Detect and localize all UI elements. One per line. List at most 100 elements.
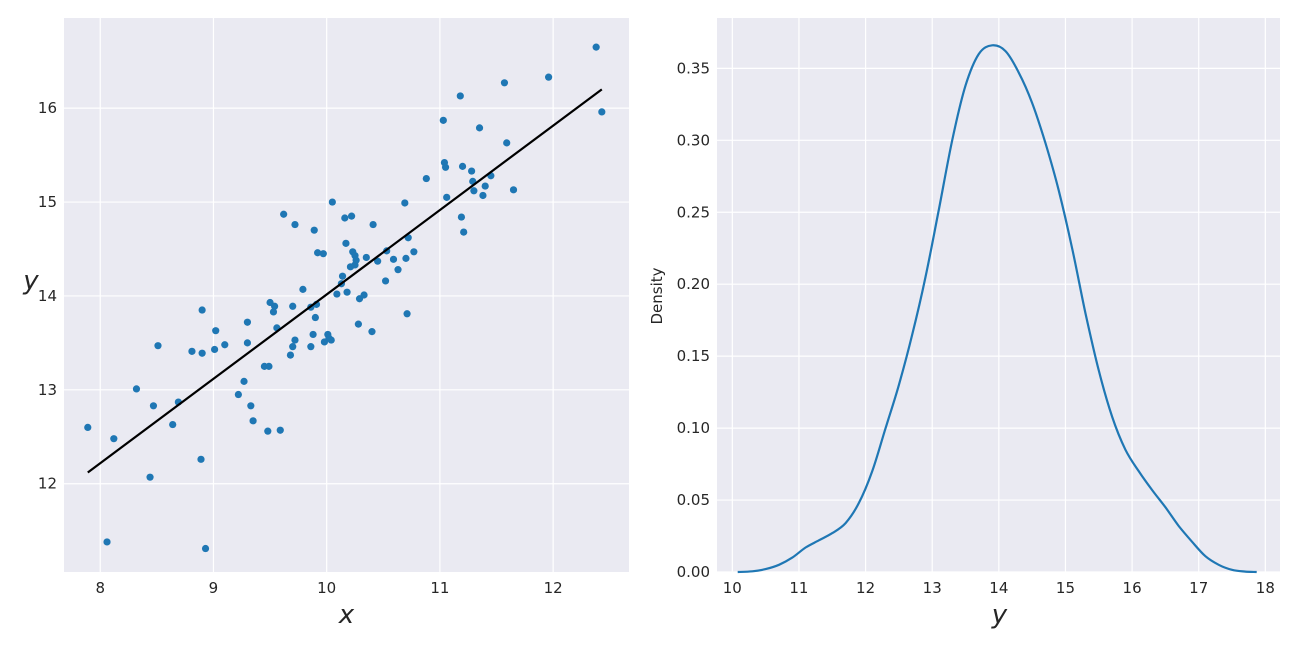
scatter-point (509, 186, 518, 194)
scatter-point (249, 417, 257, 425)
density-y-tick-label: 0.35 (677, 59, 710, 77)
density-y-tick-label: 0.05 (677, 491, 710, 509)
density-y-tick-label: 0.15 (677, 347, 710, 365)
scatter-point (314, 249, 322, 257)
scatter-point (598, 108, 606, 116)
density-x-tick-label: 13 (923, 579, 942, 597)
density-y-tick-label: 0.20 (677, 275, 710, 293)
density-panel: 10 11 12 13 14 15 16 17 18 0.000.050.100.150.200… (648, 18, 1280, 630)
scatter-point (362, 253, 370, 262)
scatter-point (341, 214, 349, 222)
density-x-tick-label: 15 (1056, 579, 1075, 597)
scatter-y-tick-labels: 12 13 14 15 16 (38, 99, 57, 493)
scatter-point (110, 435, 118, 443)
scatter-point (271, 302, 279, 310)
scatter-point (394, 266, 402, 274)
scatter-point (149, 402, 158, 410)
scatter-panel: 8 9 10 11 12 12 13 14 15 16 x y (22, 18, 629, 630)
scatter-point (210, 345, 219, 354)
scatter-point (328, 198, 336, 206)
scatter-point (311, 313, 319, 322)
scatter-y-tick-label: 13 (38, 381, 57, 399)
scatter-point (503, 139, 511, 147)
scatter-point (381, 277, 390, 285)
scatter-point (338, 272, 347, 280)
scatter-point (247, 402, 255, 410)
scatter-point (84, 423, 92, 431)
density-y-axis-label: Density (648, 267, 666, 324)
scatter-point (369, 220, 377, 229)
scatter-point (475, 124, 484, 132)
scatter-point (470, 187, 478, 195)
scatter-point (319, 250, 327, 258)
density-x-tick-label: 14 (989, 579, 1008, 597)
density-x-axis-label: y (991, 600, 1008, 630)
scatter-point (212, 327, 220, 335)
density-x-tick-label: 10 (723, 579, 742, 597)
density-gridlines (717, 18, 1280, 573)
scatter-point (289, 302, 297, 310)
scatter-point (343, 288, 351, 296)
scatter-point (309, 330, 317, 339)
scatter-point (500, 79, 509, 87)
scatter-point (439, 116, 447, 124)
scatter-x-tick-label: 11 (430, 579, 449, 597)
scatter-point (146, 473, 154, 481)
scatter-point (289, 343, 297, 351)
scatter-point (132, 385, 141, 393)
scatter-x-tick-labels: 8 9 10 11 12 (95, 579, 562, 597)
scatter-point (457, 213, 466, 221)
scatter-point (389, 255, 398, 263)
scatter-point (169, 420, 177, 429)
scatter-point (198, 349, 206, 357)
scatter-point (188, 347, 196, 355)
scatter-point (264, 427, 272, 435)
scatter-point (342, 239, 350, 247)
scatter-point (234, 390, 242, 399)
scatter-point (456, 92, 464, 100)
scatter-y-axis-label: y (22, 266, 39, 296)
scatter-y-tick-label: 16 (38, 99, 57, 117)
scatter-point (481, 182, 489, 190)
scatter-point (352, 256, 360, 264)
scatter-point (354, 320, 362, 328)
scatter-point (154, 342, 162, 350)
scatter-point (198, 306, 206, 314)
scatter-point (307, 343, 315, 351)
scatter-point (347, 212, 356, 220)
density-x-tick-label: 18 (1256, 579, 1275, 597)
scatter-point (374, 257, 382, 265)
scatter-point (286, 351, 295, 359)
density-y-tick-label: 0.10 (677, 419, 710, 437)
scatter-x-axis-label: x (338, 600, 355, 630)
scatter-point (327, 336, 335, 344)
scatter-point (360, 291, 368, 299)
scatter-point (243, 318, 252, 326)
density-x-tick-label: 12 (856, 579, 875, 597)
scatter-point (265, 362, 273, 370)
scatter-point (333, 290, 341, 298)
scatter-point (310, 226, 318, 234)
scatter-point (468, 167, 476, 175)
scatter-point (201, 544, 210, 553)
scatter-point (291, 336, 299, 344)
scatter-point (545, 73, 553, 81)
scatter-point (240, 377, 248, 385)
density-x-tick-label: 11 (789, 579, 808, 597)
scatter-point (291, 220, 299, 229)
scatter-point (403, 310, 411, 318)
scatter-y-tick-label: 14 (38, 287, 57, 305)
scatter-point (402, 254, 410, 262)
scatter-point (197, 455, 205, 463)
scatter-x-tick-label: 10 (317, 579, 336, 597)
scatter-x-tick-label: 8 (95, 579, 105, 597)
density-x-tick-labels: 10 11 12 13 14 15 16 17 18 (723, 579, 1275, 597)
scatter-point (443, 193, 451, 201)
scatter-point (460, 228, 468, 236)
scatter-point (410, 248, 418, 256)
scatter-y-tick-label: 12 (38, 475, 57, 493)
density-curve (737, 44, 1257, 574)
scatter-point (243, 339, 252, 347)
scatter-point (422, 174, 430, 183)
